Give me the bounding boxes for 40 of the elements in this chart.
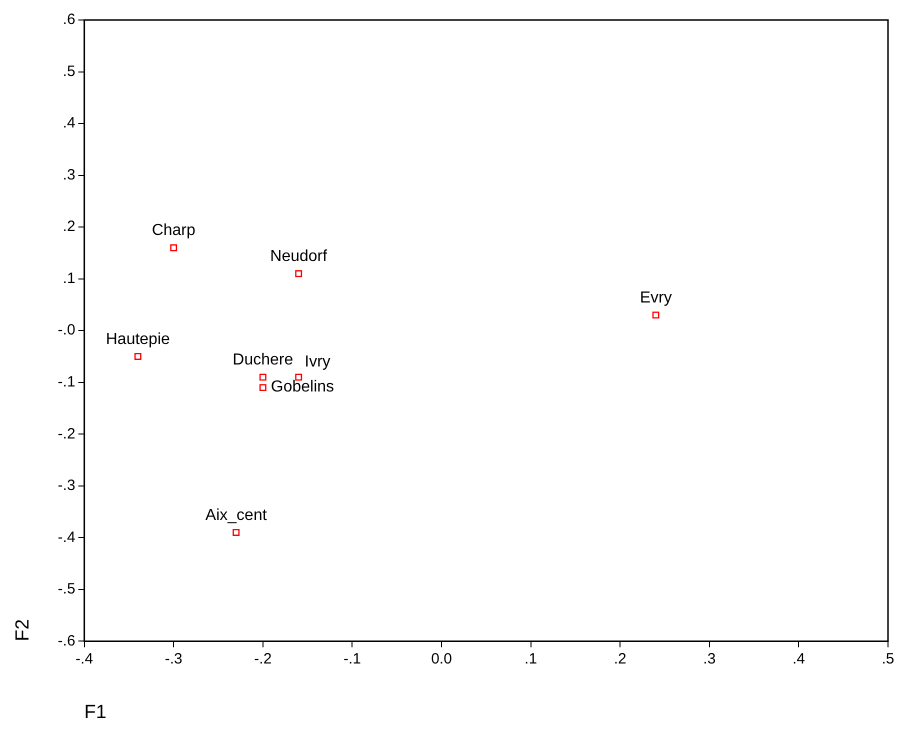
x-tick-label: -.3 xyxy=(164,650,182,668)
y-axis-title: F2 xyxy=(12,619,34,642)
y-tick-label: .1 xyxy=(62,270,76,287)
y-tick-label: -.3 xyxy=(58,477,76,494)
point xyxy=(170,244,178,252)
x-tick-label: .5 xyxy=(882,650,894,668)
y-tick-label: .2 xyxy=(62,218,76,236)
y-tick-label: -.1 xyxy=(58,374,76,391)
annotation: Evry xyxy=(640,289,672,306)
x-tick-label: .1 xyxy=(524,650,538,668)
y-tick-label: -.0 xyxy=(58,322,76,339)
point xyxy=(134,353,142,360)
y-tick-label: .4 xyxy=(62,114,76,132)
y-tick-label: -.2 xyxy=(58,425,76,442)
point xyxy=(652,312,660,319)
annotation: Gobelins xyxy=(270,378,334,396)
x-tick-label: .2 xyxy=(614,650,626,668)
x-tick-label: .4 xyxy=(792,650,805,668)
y-tick-label: .5 xyxy=(62,62,76,80)
y-tick-label: .6 xyxy=(62,11,76,28)
annotation: Charp xyxy=(152,222,196,240)
y-tick-label: -.4 xyxy=(58,528,76,546)
point xyxy=(259,384,266,392)
x-tick-label: .3 xyxy=(703,650,716,668)
y-tick-label: .3 xyxy=(62,166,76,184)
x-tick-label: -.4 xyxy=(76,650,94,668)
x-tick-label: -.2 xyxy=(254,650,272,668)
x-axis-title: F1 xyxy=(84,702,106,723)
annotation: Neudorf xyxy=(270,248,328,266)
annotation: Aix_cent xyxy=(205,506,268,524)
point xyxy=(259,374,266,381)
point xyxy=(295,270,302,278)
annotation: Ivry xyxy=(304,354,330,371)
x-tick-label: -.1 xyxy=(343,650,361,668)
annotation: Hautepie xyxy=(106,330,170,348)
point xyxy=(232,529,240,536)
y-tick-label: -.5 xyxy=(58,580,76,598)
annotation: Duchere xyxy=(232,352,294,369)
x-tick-label: 0.0 xyxy=(431,650,452,668)
y-tick-label: -.6 xyxy=(58,632,76,650)
